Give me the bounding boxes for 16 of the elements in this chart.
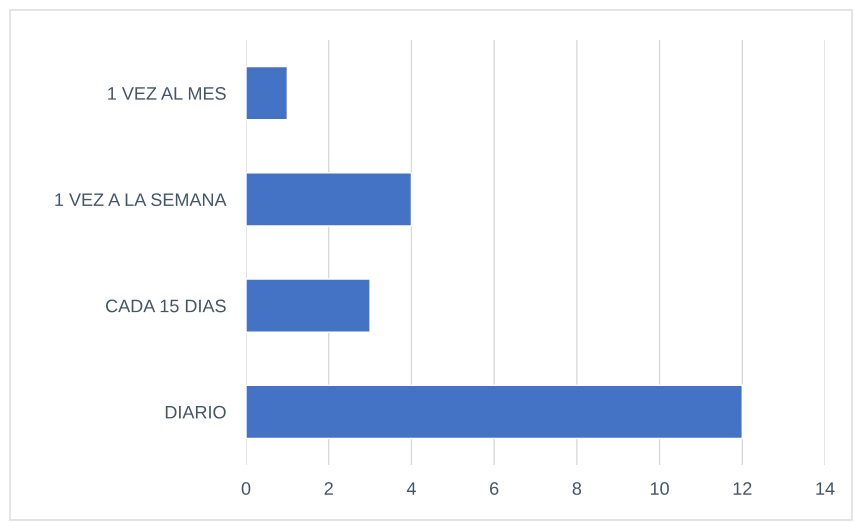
y-tick-label: 1 VEZ AL MES <box>108 87 226 100</box>
bar <box>246 172 412 227</box>
bar <box>246 384 743 440</box>
x-tick-label: 14 <box>816 482 835 495</box>
y-tick-label: 1 VEZ A LA SEMANA <box>55 193 227 206</box>
x-tick-label: 6 <box>490 482 498 495</box>
x-tick-label: 4 <box>406 482 416 495</box>
x-tick-label: 12 <box>734 482 752 495</box>
bar <box>246 278 371 333</box>
x-tick-label: 2 <box>324 482 333 495</box>
x-tick-label: 10 <box>650 482 669 495</box>
y-tick-label: CADA 15 DIAS <box>106 300 226 312</box>
y-tick-label: DIARIO <box>166 406 226 419</box>
bar <box>246 66 288 120</box>
x-tick-label: 8 <box>572 482 582 495</box>
x-tick-label: 0 <box>242 482 250 495</box>
